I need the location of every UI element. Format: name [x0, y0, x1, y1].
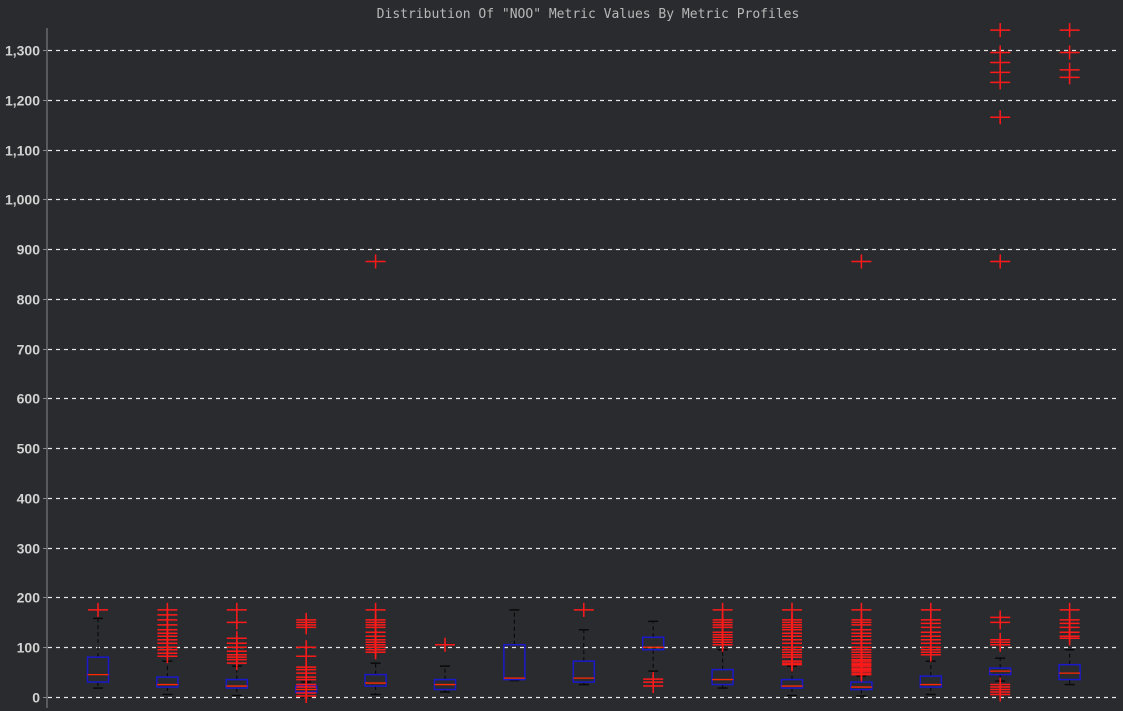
box-group-3 [225, 602, 249, 697]
box-group-2 [156, 602, 179, 696]
outlier-marker [226, 631, 247, 646]
outlier-marker [851, 254, 872, 269]
outlier-marker [226, 602, 247, 617]
outlier-marker [157, 602, 178, 617]
box-group-11 [780, 602, 804, 697]
outlier-marker [990, 45, 1011, 60]
y-tick-label-700: 700 [17, 342, 41, 358]
box-iqr [641, 636, 665, 651]
outlier-marker [226, 615, 247, 630]
outlier-marker [782, 602, 802, 617]
y-tick-label-1100: 1,100 [5, 143, 40, 159]
outlier-marker [990, 632, 1011, 647]
y-tick-label-0: 0 [32, 690, 40, 706]
box-iqr [780, 678, 804, 689]
outlier-marker [365, 254, 386, 269]
outlier-marker [573, 602, 594, 617]
box-group-14 [988, 23, 1012, 702]
chart-title: Distribution Of "NOO" Metric Values By M… [377, 7, 800, 22]
outlier-marker [920, 602, 941, 617]
y-axis-ticks: 0 100 200 300 400 500 600 700 800 900 1,000 1,100 1,… [5, 43, 47, 706]
box-iqr [850, 681, 873, 691]
box-group-7 [503, 609, 526, 682]
box-iqr [86, 656, 110, 683]
y-tick-label-500: 500 [17, 441, 41, 457]
box-group-5 [364, 254, 387, 696]
y-tick-label-400: 400 [17, 491, 41, 507]
outlier-marker [851, 602, 872, 617]
outlier-marker [296, 612, 317, 627]
box-group-12 [850, 254, 873, 697]
box-iqr [711, 668, 734, 686]
y-tick-label-600: 600 [17, 391, 41, 407]
box-group-4 [294, 612, 318, 704]
box-group-9 [641, 620, 665, 694]
outlier-marker [1059, 23, 1080, 38]
box-iqr [156, 676, 179, 688]
box-series [86, 23, 1081, 704]
outlier-marker [435, 637, 455, 652]
box-group-1 [86, 602, 110, 689]
outlier-marker [88, 602, 108, 617]
box-group-13 [919, 602, 943, 696]
y-tick-label-1300: 1,300 [5, 43, 40, 59]
y-tick-label-800: 800 [17, 292, 41, 308]
box-group-6 [433, 637, 457, 693]
outlier-marker [990, 23, 1011, 38]
box-group-8 [572, 602, 596, 686]
y-tick-label-100: 100 [17, 640, 41, 656]
outlier-marker [990, 110, 1011, 125]
y-tick-label-1000: 1,000 [5, 192, 40, 208]
outlier-marker [1059, 62, 1080, 77]
y-tick-label-1200: 1,200 [5, 93, 40, 109]
box-iqr [225, 678, 249, 689]
outlier-marker [1059, 45, 1080, 60]
y-tick-label-200: 200 [17, 590, 41, 606]
box-iqr [919, 675, 943, 688]
box-iqr [1058, 663, 1081, 681]
outlier-marker [990, 677, 1011, 692]
outlier-marker [990, 254, 1011, 269]
outlier-marker [990, 610, 1011, 625]
box-group-15 [1058, 23, 1081, 686]
box-iqr [572, 660, 596, 683]
outlier-marker [1059, 602, 1080, 617]
y-tick-label-300: 300 [17, 541, 41, 557]
box-iqr [503, 643, 526, 681]
box-iqr [364, 673, 387, 687]
y-tick-label-900: 900 [17, 242, 41, 258]
box-group-10 [711, 602, 734, 689]
outlier-marker [643, 672, 664, 687]
outlier-marker [712, 602, 733, 617]
outlier-marker [365, 602, 386, 617]
outlier-marker [296, 640, 317, 655]
